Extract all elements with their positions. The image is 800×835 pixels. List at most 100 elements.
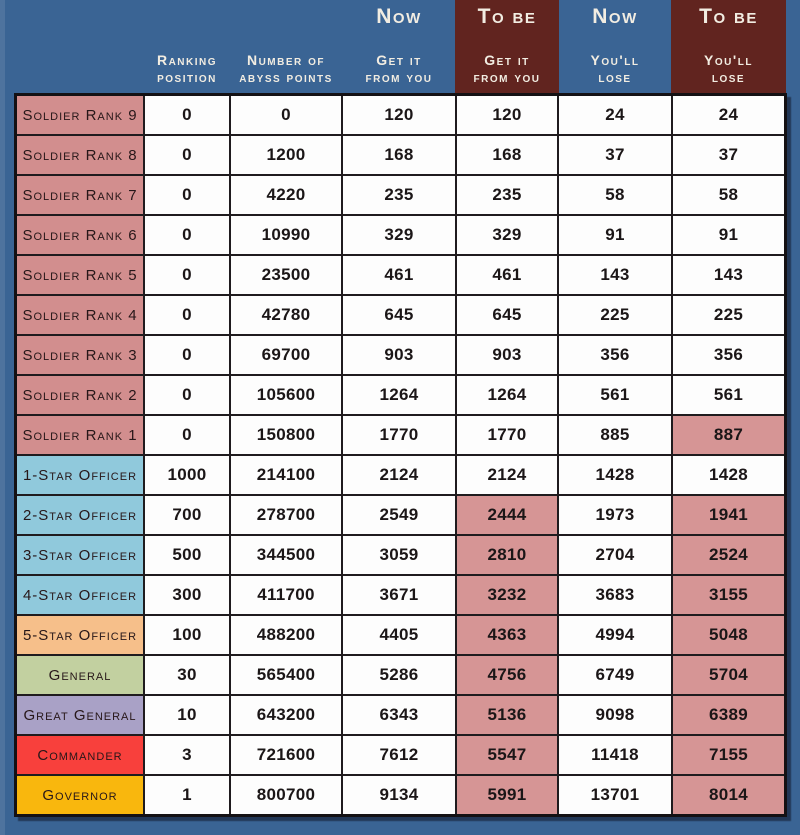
rank-label-cell: Soldier Rank 2 xyxy=(17,376,143,414)
value-cell-now_get: 235 xyxy=(343,176,455,214)
value-cell-now_lose: 13701 xyxy=(559,776,671,814)
value-cell-position: 0 xyxy=(145,416,229,454)
header-sub-label: You'll lose xyxy=(590,52,640,85)
value-cell-tobe_lose: 58 xyxy=(673,176,784,214)
value-cell-now_get: 2549 xyxy=(343,496,455,534)
value-cell-tobe_get: 903 xyxy=(457,336,557,374)
value-cell-tobe_lose: 1941 xyxy=(673,496,784,534)
header-sub-label: Get it from you xyxy=(365,52,433,85)
value-cell-points: 488200 xyxy=(231,616,341,654)
value-cell-now_lose: 58 xyxy=(559,176,671,214)
value-cell-tobe_get: 168 xyxy=(457,136,557,174)
value-cell-tobe_get: 3232 xyxy=(457,576,557,614)
value-cell-tobe_get: 329 xyxy=(457,216,557,254)
value-cell-tobe_get: 5136 xyxy=(457,696,557,734)
value-cell-position: 300 xyxy=(145,576,229,614)
rank-label-cell: Governor xyxy=(17,776,143,814)
value-cell-tobe_lose: 2524 xyxy=(673,536,784,574)
value-cell-tobe_lose: 7155 xyxy=(673,736,784,774)
value-cell-now_get: 2124 xyxy=(343,456,455,494)
value-cell-position: 0 xyxy=(145,336,229,374)
header-cell-ranking-position: Ranking position xyxy=(145,0,229,93)
value-cell-points: 411700 xyxy=(231,576,341,614)
value-cell-now_lose: 11418 xyxy=(559,736,671,774)
header-sub-label: Get it from you xyxy=(473,52,541,85)
value-cell-points: 10990 xyxy=(231,216,341,254)
value-cell-tobe_lose: 37 xyxy=(673,136,784,174)
value-cell-now_get: 461 xyxy=(343,256,455,294)
value-cell-now_get: 6343 xyxy=(343,696,455,734)
value-cell-position: 3 xyxy=(145,736,229,774)
value-cell-now_lose: 356 xyxy=(559,336,671,374)
value-cell-points: 344500 xyxy=(231,536,341,574)
value-cell-tobe_get: 4756 xyxy=(457,656,557,694)
value-cell-now_lose: 91 xyxy=(559,216,671,254)
header-group-label: To be xyxy=(699,5,758,28)
value-cell-tobe_lose: 24 xyxy=(673,96,784,134)
background-edge-highlight xyxy=(0,0,5,835)
table-header: Ranking position Number of abyss points … xyxy=(17,0,786,93)
value-cell-now_lose: 143 xyxy=(559,256,671,294)
value-cell-points: 1200 xyxy=(231,136,341,174)
value-cell-now_lose: 4994 xyxy=(559,616,671,654)
value-cell-tobe_get: 645 xyxy=(457,296,557,334)
rank-label-cell: Soldier Rank 8 xyxy=(17,136,143,174)
value-cell-position: 0 xyxy=(145,176,229,214)
rank-label-cell: Soldier Rank 1 xyxy=(17,416,143,454)
value-cell-tobe_get: 5991 xyxy=(457,776,557,814)
value-cell-position: 0 xyxy=(145,256,229,294)
value-cell-tobe_lose: 143 xyxy=(673,256,784,294)
value-cell-tobe_lose: 1428 xyxy=(673,456,784,494)
value-cell-now_get: 168 xyxy=(343,136,455,174)
value-cell-tobe_lose: 91 xyxy=(673,216,784,254)
value-cell-tobe_get: 1770 xyxy=(457,416,557,454)
value-cell-now_get: 3671 xyxy=(343,576,455,614)
value-cell-now_get: 7612 xyxy=(343,736,455,774)
value-cell-now_lose: 3683 xyxy=(559,576,671,614)
value-cell-position: 0 xyxy=(145,136,229,174)
value-cell-points: 4220 xyxy=(231,176,341,214)
value-cell-tobe_get: 2124 xyxy=(457,456,557,494)
header-cell-now-lose: Now You'll lose xyxy=(559,0,671,93)
value-cell-now_get: 329 xyxy=(343,216,455,254)
value-cell-points: 800700 xyxy=(231,776,341,814)
value-cell-tobe_lose: 225 xyxy=(673,296,784,334)
value-cell-now_get: 120 xyxy=(343,96,455,134)
value-cell-position: 100 xyxy=(145,616,229,654)
value-cell-position: 30 xyxy=(145,656,229,694)
rank-label-cell: 1-Star Officer xyxy=(17,456,143,494)
value-cell-points: 278700 xyxy=(231,496,341,534)
header-sub-label: You'll lose xyxy=(704,52,753,85)
value-cell-points: 643200 xyxy=(231,696,341,734)
value-cell-tobe_lose: 8014 xyxy=(673,776,784,814)
value-cell-position: 0 xyxy=(145,376,229,414)
value-cell-points: 23500 xyxy=(231,256,341,294)
rank-label-cell: 3-Star Officer xyxy=(17,536,143,574)
value-cell-points: 565400 xyxy=(231,656,341,694)
value-cell-now_get: 903 xyxy=(343,336,455,374)
value-cell-tobe_lose: 5704 xyxy=(673,656,784,694)
rank-label-cell: Soldier Rank 9 xyxy=(17,96,143,134)
value-cell-points: 0 xyxy=(231,96,341,134)
value-cell-now_lose: 37 xyxy=(559,136,671,174)
rank-label-cell: Commander xyxy=(17,736,143,774)
value-cell-now_lose: 1973 xyxy=(559,496,671,534)
value-cell-position: 10 xyxy=(145,696,229,734)
value-cell-now_get: 5286 xyxy=(343,656,455,694)
value-cell-now_lose: 2704 xyxy=(559,536,671,574)
rank-label-cell: Soldier Rank 7 xyxy=(17,176,143,214)
value-cell-tobe_get: 1264 xyxy=(457,376,557,414)
value-cell-now_get: 1264 xyxy=(343,376,455,414)
value-cell-tobe_lose: 561 xyxy=(673,376,784,414)
value-cell-position: 1 xyxy=(145,776,229,814)
ranking-table: Soldier Rank 9 0 0 120 120 24 24 Soldier Rank 8… xyxy=(14,93,787,817)
value-cell-tobe_lose: 887 xyxy=(673,416,784,454)
header-group-label: Now xyxy=(376,5,422,28)
value-cell-points: 105600 xyxy=(231,376,341,414)
header-cell-tobe-lose: To be You'll lose xyxy=(671,0,786,93)
header-cell-rank xyxy=(17,0,143,93)
value-cell-now_get: 645 xyxy=(343,296,455,334)
rank-label-cell: Soldier Rank 4 xyxy=(17,296,143,334)
value-cell-now_lose: 6749 xyxy=(559,656,671,694)
value-cell-tobe_get: 2444 xyxy=(457,496,557,534)
